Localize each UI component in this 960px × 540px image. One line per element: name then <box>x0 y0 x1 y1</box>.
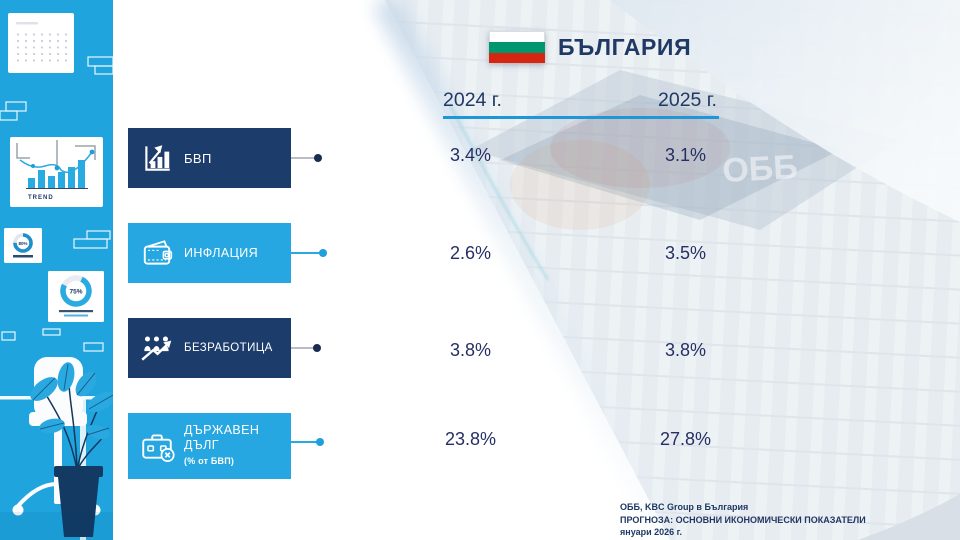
source-note: ОББ, KBC Group в България ПРОГНОЗА: ОСНО… <box>620 501 955 539</box>
indicator-label-unemployment: БЕЗРАБОТИЦА <box>184 341 273 354</box>
bulgaria-flag <box>489 31 545 63</box>
source-line-1: ОББ, KBC Group в България <box>620 502 749 512</box>
value-debt-2024: 23.8% <box>444 429 497 449</box>
connector-line <box>291 157 317 159</box>
column-header-2025: 2025 г. <box>658 89 717 111</box>
indicator-sublabel-debt: (% от БВП) <box>184 456 235 466</box>
source-line-2: ПРОГНОЗА: ОСНОВНИ ИКОНОМИЧЕСКИ ПОКАЗАТЕЛ… <box>620 514 866 525</box>
connector-line <box>291 252 320 254</box>
flag-red-stripe <box>489 52 545 63</box>
connector-dot <box>314 153 322 162</box>
header-underline <box>443 116 719 119</box>
calendar-icon <box>8 13 74 73</box>
plant-pot <box>54 466 103 537</box>
connector-dot <box>313 343 321 352</box>
deco-blocks <box>0 56 113 352</box>
donut-chart-small-icon: 80% <box>4 228 42 263</box>
source-line-3: януари 2026 г. <box>620 527 682 537</box>
flag-white-stripe <box>489 31 545 43</box>
donut-large-label: 75% <box>69 289 82 296</box>
connector-dot <box>319 248 327 257</box>
value-inflation-2025: 3.5% <box>664 243 707 263</box>
wallet-icon <box>143 240 173 265</box>
office-illustration <box>0 357 113 540</box>
building-logo-text: ОББ <box>721 148 798 190</box>
building-photo: ОББ <box>385 0 960 540</box>
bar-chart-icon <box>145 145 170 171</box>
value-debt-2025: 27.8% <box>659 429 712 449</box>
people-arrow-icon <box>141 336 172 361</box>
connector-dot <box>316 437 324 446</box>
trend-chart-icon: TREND <box>10 137 103 207</box>
column-header-2024: 2024 г. <box>443 89 502 111</box>
connector-line <box>291 441 318 443</box>
indicator-label-debt: ДЪРЖАВЕН ДЪЛГ <box>184 423 260 452</box>
value-gdp-2024: 3.4% <box>449 145 492 165</box>
debt-briefcase-icon <box>142 434 175 462</box>
donut-chart-large-icon: 75% <box>48 271 104 322</box>
flag-green-stripe <box>489 42 545 53</box>
indicator-box-inflation: ИНФЛАЦИЯ <box>128 223 291 283</box>
donut-small-label: 80% <box>18 241 27 246</box>
plant-illustration <box>30 362 113 537</box>
value-gdp-2025: 3.1% <box>664 145 707 165</box>
indicator-label-inflation: ИНФЛАЦИЯ <box>184 245 259 260</box>
page-title: БЪЛГАРИЯ <box>558 34 692 60</box>
value-unemployment-2025: 3.8% <box>664 340 707 360</box>
connector-line <box>291 347 315 349</box>
sidebar-illustration-strip: TREND 80% 75% <box>0 0 113 540</box>
value-unemployment-2024: 3.8% <box>449 340 492 360</box>
indicator-box-gdp: БВП <box>128 128 291 188</box>
indicator-label-gdp: БВП <box>184 150 212 166</box>
trend-label: TREND <box>28 195 54 201</box>
value-inflation-2024: 2.6% <box>449 243 492 263</box>
indicator-box-debt: ДЪРЖАВЕН ДЪЛГ (% от БВП) <box>128 413 291 479</box>
indicator-box-unemployment: БЕЗРАБОТИЦА <box>128 318 291 378</box>
